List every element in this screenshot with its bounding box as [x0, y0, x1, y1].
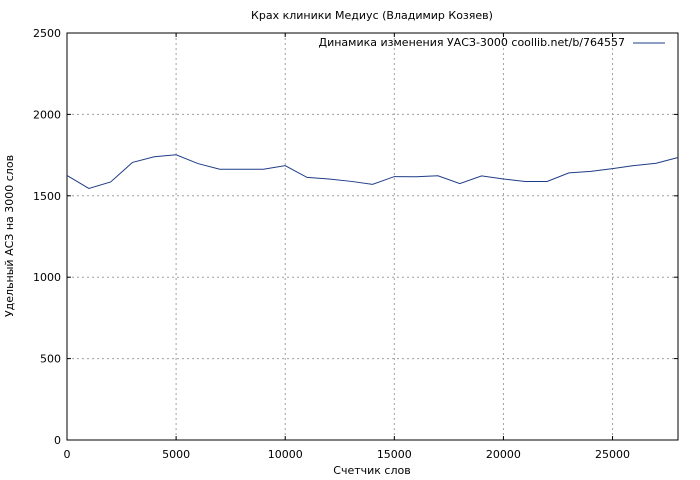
x-axis-label: Счетчик слов: [333, 464, 410, 477]
y-tick-label: 1500: [33, 190, 61, 203]
grid: [67, 33, 678, 440]
plot-area-frame: [66, 32, 679, 441]
x-tick-label: 10000: [268, 448, 303, 461]
y-tick-label: 2000: [33, 108, 61, 121]
y-tick-label: 1000: [33, 271, 61, 284]
x-tick-label: 5000: [162, 448, 190, 461]
x-tick-label: 15000: [377, 448, 412, 461]
series-layer: [66, 154, 679, 190]
x-tick-label: 20000: [486, 448, 521, 461]
y-tick-label: 0: [54, 434, 61, 447]
y-axis-label: Удельный АСЗ на 3000 слов: [3, 155, 16, 317]
axis-ticks: 0 5000 10000 15000 20000 25000 0 500 1000 1500 200…: [33, 27, 678, 461]
legend: Динамика изменения УАСЗ-3000 coollib.net…: [319, 36, 665, 49]
x-tick-label: 0: [64, 448, 71, 461]
y-tick-label: 500: [40, 353, 61, 366]
chart-title: Крах клиники Медиус (Владимир Козяев): [251, 9, 493, 22]
legend-entry-label: Динамика изменения УАСЗ-3000 coollib.net…: [319, 36, 626, 49]
x-tick-label: 25000: [595, 448, 630, 461]
y-tick-label: 2500: [33, 27, 61, 40]
series-line-0: [66, 154, 679, 190]
